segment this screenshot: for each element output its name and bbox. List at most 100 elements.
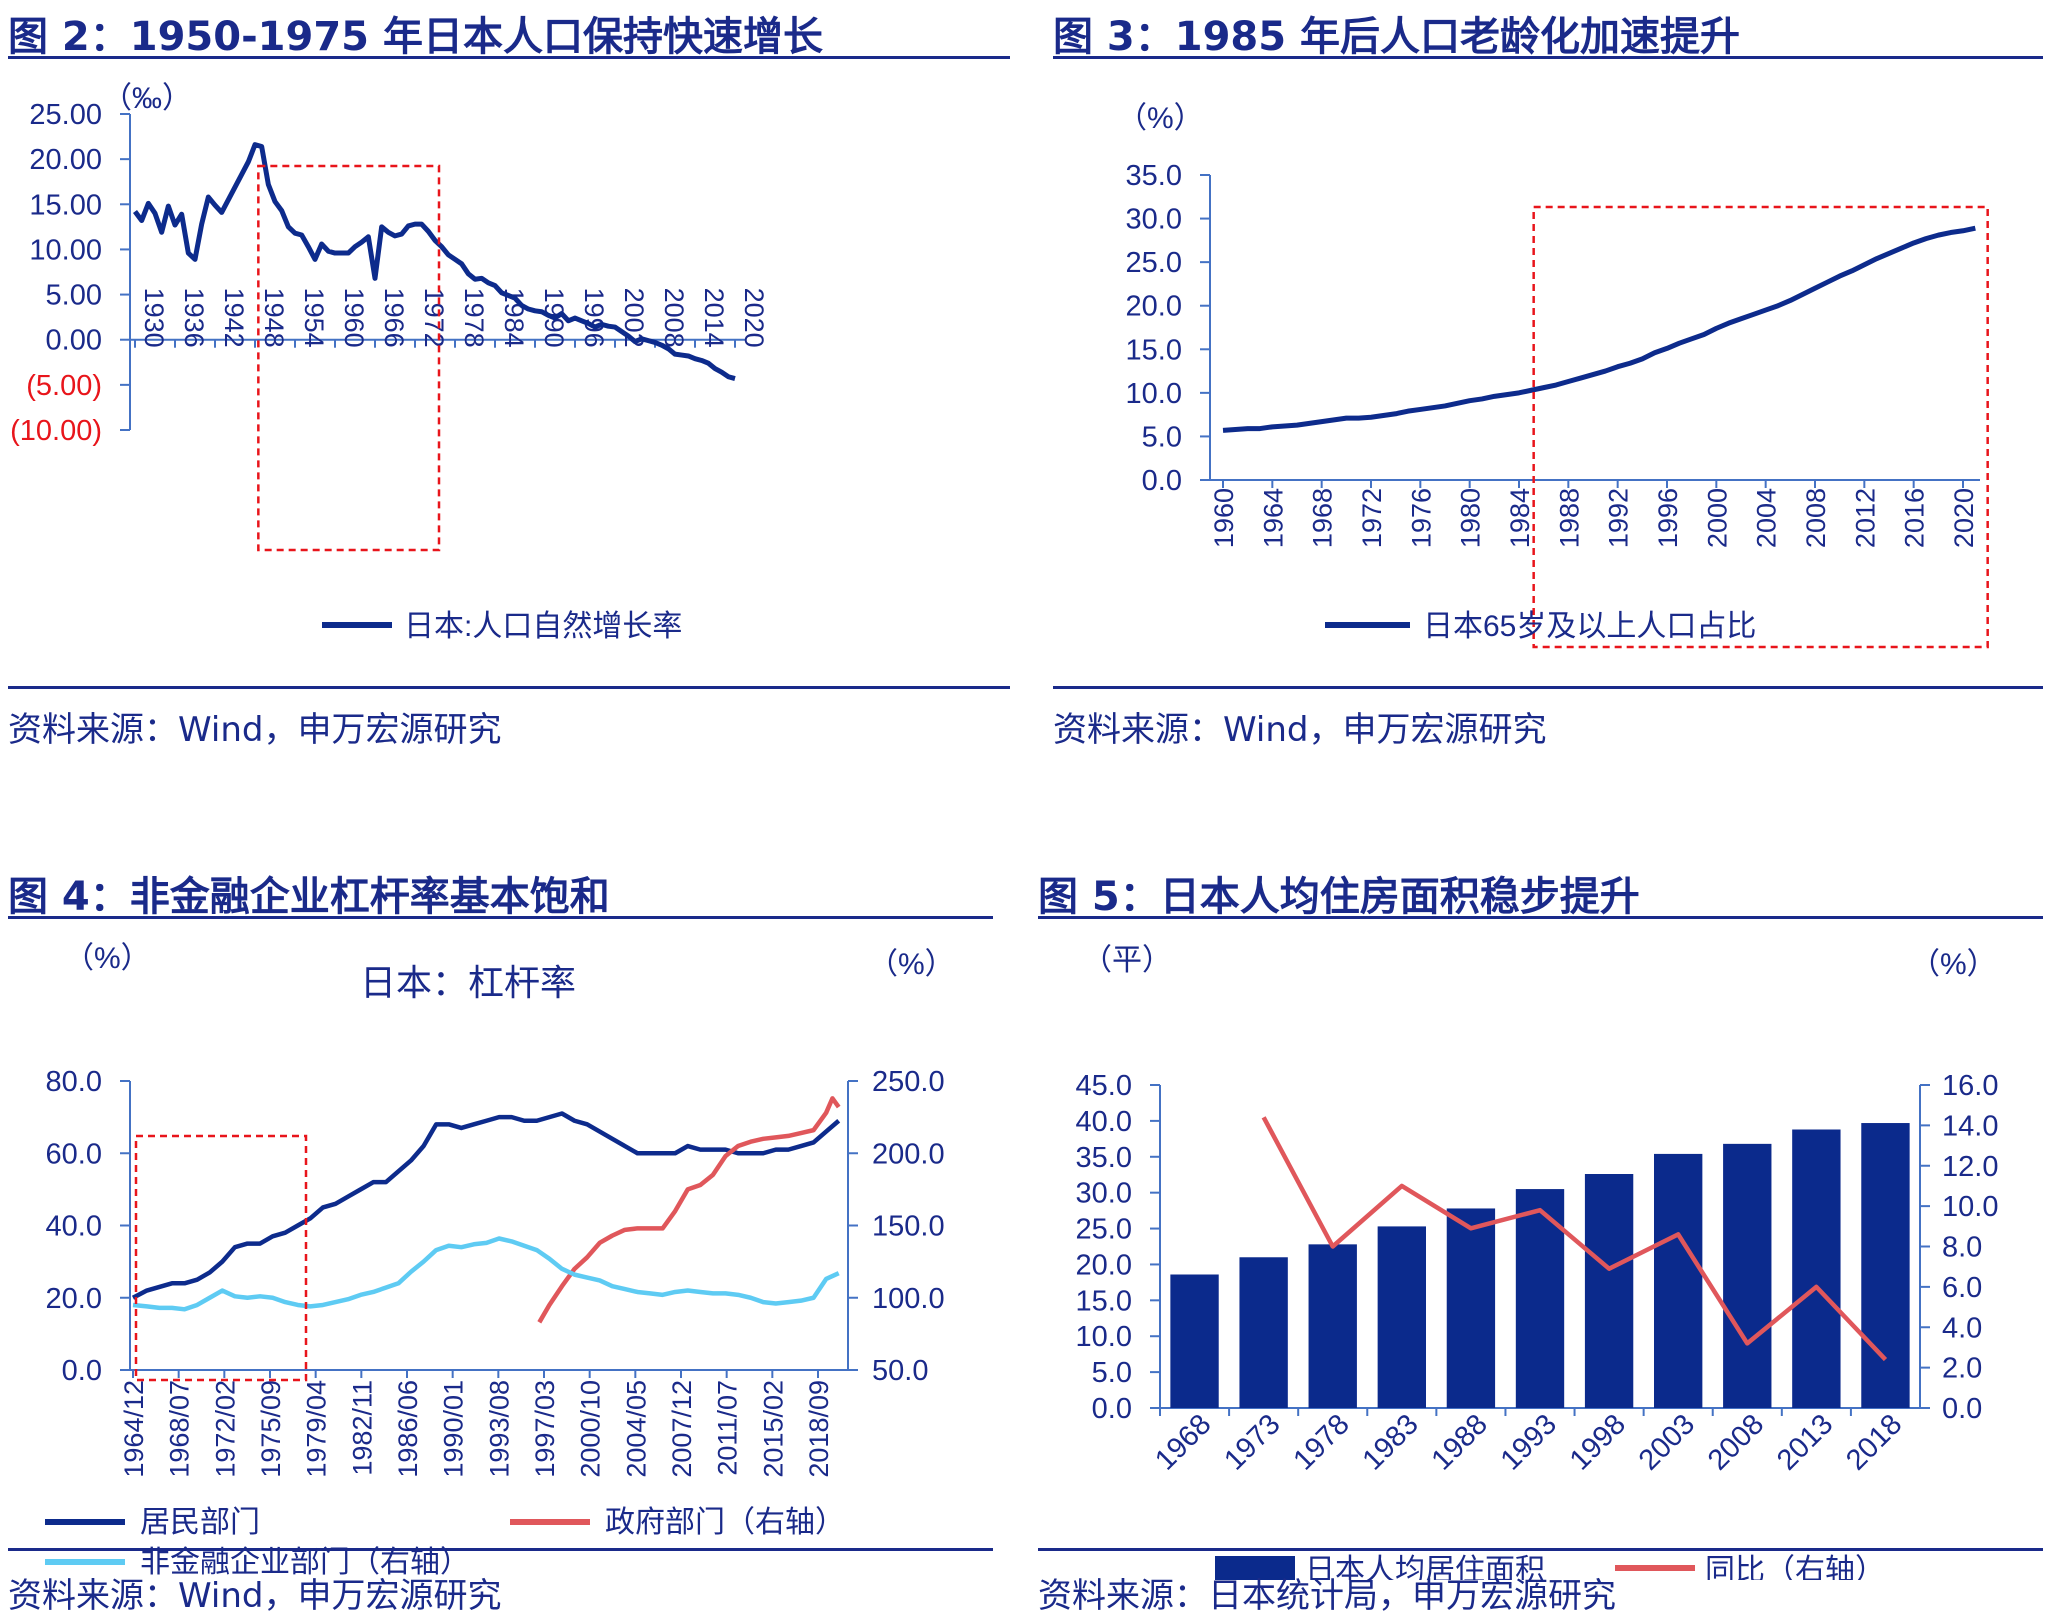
y-tick-label-left: 45.0 [1076, 1070, 1132, 1102]
highlight-box [257, 164, 441, 552]
title-rule [1053, 56, 2043, 59]
source-note: 资料来源：Wind，申万宏源研究 [1053, 710, 1547, 750]
x-tick-label: 1960 [1209, 488, 1239, 548]
y-tick-label: 10.0 [1126, 378, 1182, 410]
x-tick-label: 1998 [1564, 1408, 1632, 1476]
x-tick-label: 2008 [659, 288, 689, 348]
x-tick-label: 1986/06 [393, 1380, 423, 1478]
x-tick-label: 2015/02 [758, 1380, 788, 1478]
panel-fig4: 图 4：非金融企业杠杆率基本饱和 （%） （%） 日本：杠杆率 80.0 60.0… [0, 860, 1015, 1624]
x-tick-label: 1966 [379, 288, 409, 348]
y-tick-label-left: 10.0 [1076, 1321, 1132, 1353]
legend-label: 日本65岁及以上人口占比 [1423, 610, 1756, 643]
series-line [1222, 225, 1976, 433]
y-tick-label-left: 35.0 [1076, 1142, 1132, 1174]
x-tick-label: 2016 [1900, 488, 1930, 548]
bar [1584, 1174, 1634, 1408]
y-tick-label-right: 150.0 [872, 1211, 945, 1243]
y-unit-right: （%） [868, 948, 955, 981]
y-tick-label: 0.0 [1142, 465, 1182, 497]
figure-title: 图 5：日本人均住房面积稳步提升 [1038, 874, 1640, 920]
y-tick-label-right: 50.0 [872, 1355, 928, 1387]
panel-fig3: 图 3：1985 年后人口老龄化加速提升 （%） 35.0 30.0 25.0 20.… [1045, 0, 2050, 800]
series-line [537, 1096, 841, 1324]
x-tick-label: 1968 [1149, 1408, 1217, 1476]
x-tick-label: 1983 [1357, 1408, 1425, 1476]
legend-label: 非金融企业部门（右轴） [140, 1546, 470, 1579]
bar [1861, 1123, 1910, 1408]
legend-label: 同比（右轴） [1705, 1554, 1885, 1580]
y-tick-label: 5.00 [46, 280, 102, 312]
source-note: 资料来源：Wind，申万宏源研究 [8, 1576, 502, 1616]
x-tick-label: 1993 [1495, 1408, 1563, 1476]
x-tick-label: 1996 [579, 288, 609, 348]
chart-fig4: （%） （%） 日本：杠杆率 80.0 60.0 40.0 20.0 0.0 250.0 2… [45, 942, 955, 1579]
y-tick-label-left: 30.0 [1076, 1178, 1132, 1210]
panel-fig5: 图 5：日本人均住房面积稳步提升 （平） （%） 45.0 40.0 35.0 30.… [1030, 860, 2050, 1624]
bar [1654, 1153, 1703, 1408]
x-tick-label: 1979/04 [302, 1380, 332, 1478]
x-tick-label: 1964/12 [119, 1380, 149, 1478]
bar [1239, 1257, 1288, 1408]
y-tick-label: 25.00 [29, 99, 102, 131]
y-tick-label: 15.0 [1126, 334, 1182, 366]
x-tick-label: 1976 [1406, 488, 1436, 548]
y-tick-label-right: 10.0 [1942, 1191, 1998, 1223]
x-tick-label: 2014 [699, 288, 729, 348]
y-tick-label-left: 20.0 [1076, 1249, 1132, 1281]
title-rule [8, 56, 1010, 59]
x-tick-label: 1972/02 [210, 1380, 240, 1478]
x-tick-label: 1942 [219, 288, 249, 348]
x-tick-label: 2000/10 [576, 1380, 606, 1478]
x-tick-label: 1990/01 [439, 1380, 469, 1478]
x-tick-label: 1988 [1426, 1408, 1494, 1476]
y-tick-label-right: 0.0 [1942, 1393, 1982, 1425]
x-tick-label: 1984 [1505, 488, 1535, 548]
x-tick-label: 2013 [1771, 1408, 1839, 1476]
bar [1792, 1129, 1841, 1408]
x-tick-label: 1978 [1287, 1408, 1355, 1476]
source-note: 资料来源：Wind，申万宏源研究 [8, 710, 502, 750]
y-tick-label-left: 60.0 [46, 1138, 102, 1170]
y-tick-label: 30.0 [1126, 204, 1182, 236]
series-line [131, 1111, 841, 1300]
y-tick-label-left: 40.0 [1076, 1106, 1132, 1138]
bar [1308, 1244, 1357, 1408]
y-tick-label-right: 8.0 [1942, 1232, 1982, 1264]
x-tick-label: 1930 [139, 288, 169, 348]
x-tick-label: 2012 [1850, 488, 1880, 548]
y-tick-label: 25.0 [1126, 247, 1182, 279]
bar [1377, 1226, 1426, 1408]
x-tick-label: 1964 [1258, 488, 1288, 548]
y-unit: （%） [1117, 102, 1204, 135]
y-tick-label-right: 12.0 [1942, 1151, 1998, 1183]
series-line [132, 142, 736, 381]
y-tick-label: 20.0 [1126, 291, 1182, 323]
y-tick-label-right: 14.0 [1942, 1110, 1998, 1142]
x-tick-label: 2003 [1633, 1408, 1701, 1476]
x-tick-label: 1992 [1604, 488, 1634, 548]
source-rule [1053, 686, 2043, 689]
x-tick-label: 1980 [1456, 488, 1486, 548]
legend-label: 日本人均居住面积 [1305, 1554, 1545, 1580]
panel-fig2: 图 2：1950-1975 年日本人口保持快速增长 （‰） 25.00 20.00… [0, 0, 1015, 800]
x-tick-label: 1972 [1357, 488, 1387, 548]
y-tick-label: 5.0 [1142, 421, 1182, 453]
x-tick-label: 2008 [1702, 1408, 1770, 1476]
y-tick-label-left: 40.0 [46, 1211, 102, 1243]
highlight-box [1532, 205, 1989, 649]
x-tick-label: 1972 [419, 288, 449, 348]
y-unit-right: （%） [1910, 948, 1997, 981]
bar [1723, 1143, 1772, 1408]
chart-title: 日本：杠杆率 [360, 962, 576, 1003]
figure-title: 图 4：非金融企业杠杆率基本饱和 [8, 874, 610, 920]
y-tick-label-left: 0.0 [1092, 1393, 1132, 1425]
x-tick-label: 1954 [299, 288, 329, 348]
legend-label: 政府部门（右轴） [605, 1506, 845, 1539]
bar [1170, 1274, 1219, 1408]
chart-fig3: （%） 35.0 30.0 25.0 20.0 15.0 10.0 5.0 0.0 1960 19… [1117, 102, 1989, 649]
x-tick-label: 2011/07 [713, 1380, 743, 1476]
x-tick-label: 2008 [1801, 488, 1831, 548]
series-line [132, 1236, 840, 1312]
y-tick-label: (5.00) [26, 370, 102, 402]
